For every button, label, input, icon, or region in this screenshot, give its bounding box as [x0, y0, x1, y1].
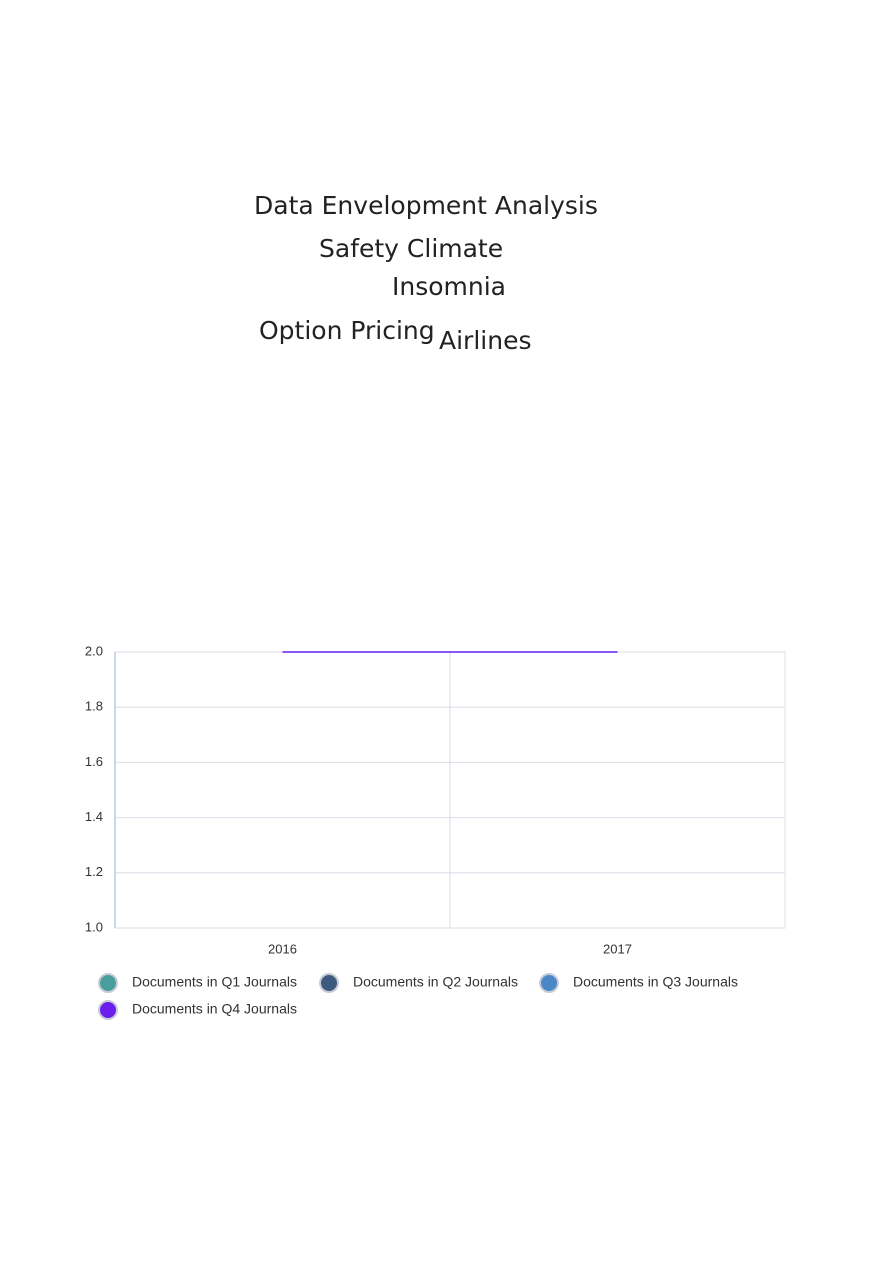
x-tick-label: 2016	[268, 941, 297, 956]
y-tick-label: 1.8	[85, 699, 103, 714]
y-tick-label: 2.0	[85, 643, 103, 658]
cloud-word: Airlines	[439, 326, 531, 355]
legend-label: Documents in Q1 Journals	[132, 974, 297, 990]
legend-swatch	[98, 1000, 118, 1020]
cloud-word: Insomnia	[392, 272, 506, 301]
legend-label: Documents in Q2 Journals	[353, 974, 518, 990]
y-tick-label: 1.6	[85, 754, 103, 769]
y-tick-label: 1.0	[85, 919, 103, 934]
y-tick-label: 1.2	[85, 864, 103, 879]
cloud-word: Option Pricing	[259, 316, 435, 345]
x-tick-label: 2017	[603, 941, 632, 956]
legend-label: Documents in Q3 Journals	[573, 974, 738, 990]
cloud-word: Data Envelopment Analysis	[254, 191, 598, 220]
legend-label: Documents in Q4 Journals	[132, 1001, 297, 1017]
legend-swatch	[319, 973, 339, 993]
y-tick-label: 1.4	[85, 809, 103, 824]
legend-swatch	[98, 973, 118, 993]
cloud-word: Safety Climate	[319, 234, 503, 263]
legend-swatch	[539, 973, 559, 993]
